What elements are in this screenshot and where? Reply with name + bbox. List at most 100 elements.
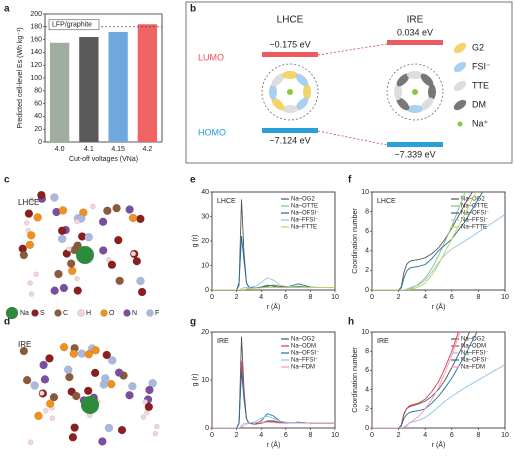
legend-label: Na–OTTE [461,204,488,210]
x-tick-label: 4 [259,294,263,301]
atom [112,203,121,213]
y-tick-label: 160 [30,36,42,43]
y-tick-label: 10 [361,329,369,336]
y-tick-label: 20 [201,329,209,336]
lumo-value: 0.034 eV [397,27,433,37]
legend-swatch [453,42,467,54]
y-tick-label: 10 [201,377,209,384]
series-line [212,236,335,290]
atom [152,430,159,437]
legend-label: Na–FTTE [291,225,317,231]
atom [58,234,67,244]
panel-label: h [348,317,354,328]
legend-label: DM [472,99,486,109]
atom [128,382,137,391]
plot-frame [211,331,336,429]
atom [25,240,35,250]
y-tick-label: 2 [365,406,369,413]
y-tick-label: 6 [365,367,369,374]
x-tick-label: 4.0 [55,146,65,153]
legend-label: Na–OFSI⁻ [291,211,319,217]
atom [39,390,45,396]
atom [22,375,32,385]
legend-swatch [31,309,39,317]
column-title: LHCE [277,15,304,26]
y-tick-label: 180 [30,24,42,31]
atom [84,386,93,396]
y-tick-label: 6 [365,228,369,235]
legend-label: Na–FFSI⁻ [291,218,318,224]
atom [39,360,48,370]
legend-label: S [40,310,45,317]
atom [72,391,81,401]
atom [114,235,123,245]
atom [90,368,100,378]
legend-swatch [77,309,85,317]
legend-label: F [155,310,159,317]
atom [58,206,68,215]
y-axis-label: g (r) [192,235,199,248]
atom [33,213,42,222]
atom [103,206,112,215]
atom [102,350,111,360]
y-tick-label: 40 [34,113,42,120]
y-tick-label: 0 [365,425,369,432]
x-tick-label: 4.15 [111,146,125,153]
series-line [372,192,466,290]
x-tick-label: 8 [308,294,312,301]
legend-label: Na–OFSI⁻ [461,358,489,364]
x-tick-label: 0 [210,432,214,439]
panel-label: c [4,175,10,186]
y-tick-label: 100 [30,75,42,82]
atom [27,439,34,445]
panel-label: e [190,175,196,186]
atom [140,414,147,420]
x-tick-label: 8 [308,432,312,439]
bar [49,42,70,142]
atom [65,372,74,382]
atom [64,365,73,374]
legend-label: G2 [472,42,484,52]
reference-label: LFP/graphite [52,22,92,29]
atom [59,342,69,352]
molecule [295,97,309,111]
atom [37,190,46,200]
atom [107,260,117,269]
lumo-value: −0.175 eV [269,39,310,49]
y-tick-label: 2 [365,267,369,274]
x-tick-label: 0 [210,294,214,301]
legend-label: C [63,310,68,317]
molecule [428,84,436,100]
atom [50,193,59,202]
series-line [212,287,335,290]
y-tick-label: 8 [365,208,369,215]
y-tick-label: 0 [205,287,209,294]
y-tick-label: 20 [201,238,209,245]
atom [98,437,107,446]
atom [29,197,35,203]
homo-value: −7.124 eV [269,135,310,145]
lumo-bar [387,40,443,45]
atom [45,399,55,408]
na-ion [412,89,418,95]
legend-label: Na–ODM [291,344,316,350]
atom [101,374,110,383]
legend-label: TTE [472,80,489,90]
atom [99,246,108,255]
atom [148,379,157,388]
bar [79,37,99,142]
atom [142,399,148,405]
panel-b-frame [185,1,513,164]
legend-swatch [123,309,131,317]
legend-label: Na–FTTE [461,225,487,231]
legend-label: Na–FFSI⁻ [461,351,488,357]
na-atom [76,246,94,264]
transition-arrow [317,130,388,146]
molecule [295,73,309,87]
panel-label: f [348,175,352,186]
x-tick-label: 6 [450,294,454,301]
x-axis-label: r (Å) [432,440,446,449]
molecule [407,71,423,79]
plot-frame [371,331,506,429]
